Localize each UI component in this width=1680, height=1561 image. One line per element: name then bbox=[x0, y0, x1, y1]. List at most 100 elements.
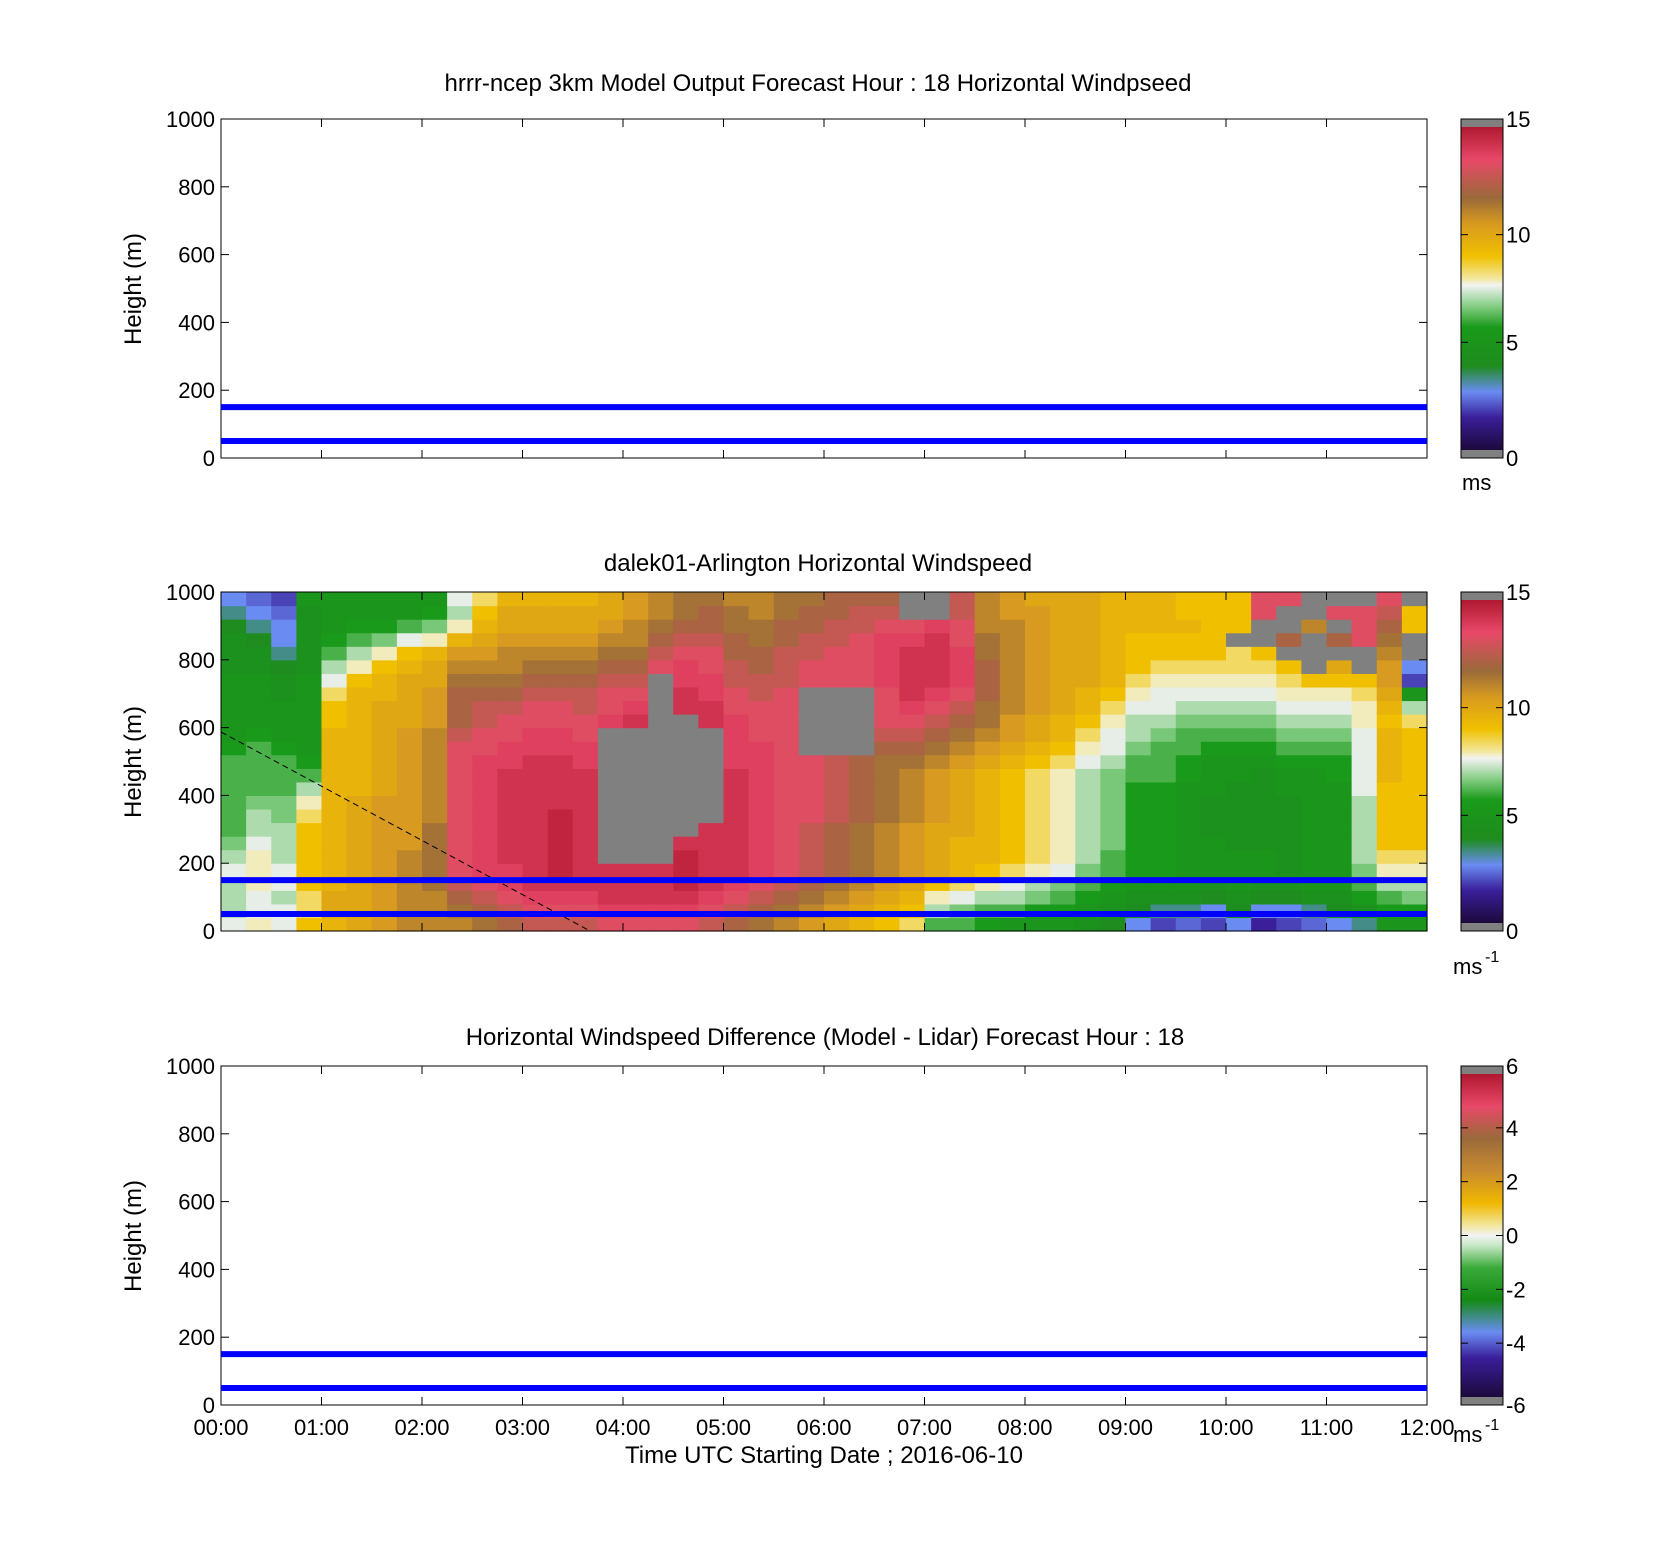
panel-model-title: hrrr-ncep 3km Model Output Forecast Hour… bbox=[445, 70, 1192, 97]
heatmap-cell bbox=[1175, 700, 1202, 715]
y-tick-label: 600 bbox=[178, 243, 215, 268]
heatmap-cell bbox=[547, 659, 574, 674]
heatmap-cell bbox=[1301, 741, 1328, 756]
heatmap-cell bbox=[422, 781, 448, 796]
heatmap-cell bbox=[1401, 686, 1428, 702]
heatmap-cell bbox=[1226, 822, 1252, 837]
heatmap-cell bbox=[1200, 700, 1227, 715]
heatmap-cell bbox=[648, 700, 674, 715]
heatmap-cell bbox=[874, 714, 900, 729]
heatmap-cell bbox=[1075, 849, 1101, 864]
panel-lidar: dalek01-Arlington Horizontal Windspeed 0… bbox=[120, 550, 1530, 979]
heatmap-cell bbox=[1326, 686, 1353, 702]
heatmap-cell bbox=[648, 822, 674, 837]
heatmap-cell bbox=[522, 741, 549, 756]
heatmap-cell bbox=[1175, 646, 1202, 661]
heatmap-cell bbox=[1351, 632, 1378, 647]
heatmap-cell bbox=[547, 714, 574, 729]
heatmap-cell bbox=[1301, 822, 1328, 837]
heatmap-cell bbox=[1050, 727, 1076, 742]
colorbar-tick-label: 0 bbox=[1506, 1224, 1518, 1249]
heatmap-cell bbox=[271, 592, 297, 607]
heatmap-cell bbox=[346, 673, 373, 688]
heatmap-cell bbox=[824, 768, 850, 783]
heatmap-cell bbox=[1175, 727, 1202, 742]
heatmap-cell bbox=[246, 768, 272, 783]
heatmap-cell bbox=[1050, 836, 1076, 851]
heatmap-cell bbox=[271, 714, 297, 729]
heatmap-cell bbox=[296, 659, 323, 674]
heatmap-cell bbox=[1351, 741, 1378, 756]
heatmap-cell bbox=[522, 795, 549, 810]
heatmap-cell bbox=[321, 836, 348, 851]
heatmap-cell bbox=[221, 686, 247, 702]
heatmap-cell bbox=[1025, 917, 1051, 932]
heatmap-cell bbox=[472, 863, 498, 878]
heatmap-cell bbox=[1200, 686, 1227, 702]
heatmap-cell bbox=[698, 592, 725, 607]
heatmap-cell bbox=[899, 592, 926, 607]
heatmap-cell bbox=[271, 849, 297, 864]
heatmap-cell bbox=[623, 836, 649, 851]
heatmap-cell bbox=[1150, 592, 1177, 607]
heatmap-cell bbox=[371, 917, 398, 932]
heatmap-cell bbox=[974, 686, 1001, 702]
heatmap-cell bbox=[296, 592, 323, 607]
heatmap-cell bbox=[346, 917, 373, 932]
heatmap-cell bbox=[1025, 727, 1051, 742]
heatmap-cell bbox=[1251, 849, 1277, 864]
heatmap-cell bbox=[296, 822, 323, 837]
heatmap-cell bbox=[1301, 781, 1328, 796]
heatmap-cell bbox=[371, 686, 398, 702]
heatmap-cell bbox=[447, 686, 473, 702]
heatmap-cell bbox=[321, 727, 348, 742]
heatmap-cell bbox=[798, 714, 825, 729]
heatmap-cell bbox=[396, 917, 423, 932]
heatmap-cell bbox=[1301, 754, 1328, 769]
heatmap-cell bbox=[472, 849, 498, 864]
heatmap-cell bbox=[296, 781, 323, 796]
heatmap-cell bbox=[346, 781, 373, 796]
heatmap-cell bbox=[849, 917, 875, 932]
heatmap-cell bbox=[748, 741, 775, 756]
heatmap-cell bbox=[623, 700, 649, 715]
heatmap-cell bbox=[1025, 592, 1051, 607]
heatmap-cell bbox=[296, 727, 323, 742]
heatmap-cell bbox=[422, 592, 448, 607]
heatmap-cell bbox=[296, 808, 323, 824]
heatmap-cell bbox=[246, 849, 272, 864]
heatmap-cell bbox=[1401, 836, 1428, 851]
heatmap-cell bbox=[1326, 592, 1353, 607]
heatmap-cell bbox=[999, 890, 1026, 905]
heatmap-cell bbox=[773, 673, 800, 688]
heatmap-cell bbox=[1150, 836, 1177, 851]
heatmap-cell bbox=[999, 659, 1026, 674]
heatmap-cell bbox=[572, 768, 599, 783]
heatmap-cell bbox=[723, 646, 750, 661]
heatmap-cell bbox=[974, 659, 1001, 674]
heatmap-cell bbox=[648, 659, 674, 674]
colorbar-tick-label: 5 bbox=[1506, 330, 1518, 355]
heatmap-cell bbox=[1025, 646, 1051, 661]
heatmap-cell bbox=[572, 605, 599, 620]
heatmap-cell bbox=[296, 673, 323, 688]
panel-lidar-y-ticks: 0 200 400 600 800 1000 bbox=[166, 580, 1427, 944]
heatmap-cell bbox=[824, 890, 850, 905]
heatmap-cell bbox=[1251, 822, 1277, 837]
heatmap-cell bbox=[899, 836, 926, 851]
heatmap-cell bbox=[1100, 808, 1127, 824]
heatmap-cell bbox=[1226, 659, 1252, 674]
heatmap-cell bbox=[1351, 714, 1378, 729]
heatmap-cell bbox=[1150, 917, 1177, 932]
heatmap-cell bbox=[924, 714, 951, 729]
heatmap-cell bbox=[648, 863, 674, 878]
heatmap-cell bbox=[949, 917, 976, 932]
heatmap-cell bbox=[874, 822, 900, 837]
heatmap-cell bbox=[1401, 781, 1428, 796]
heatmap-cell bbox=[698, 686, 725, 702]
heatmap-cell bbox=[597, 727, 624, 742]
heatmap-cell bbox=[924, 836, 951, 851]
heatmap-cell bbox=[1301, 700, 1328, 715]
heatmap-cell bbox=[396, 605, 423, 620]
panel-lidar-colorbar: 0 5 10 15 ms -1 bbox=[1453, 580, 1530, 979]
